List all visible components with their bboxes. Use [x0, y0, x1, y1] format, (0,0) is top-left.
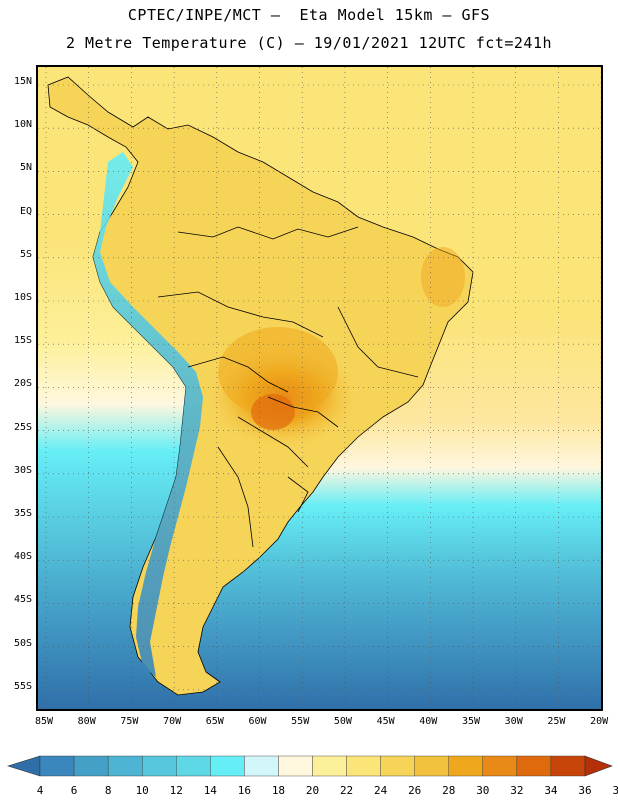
colorbar-value-label: 28 [442, 784, 456, 797]
colorbar-segment [550, 755, 586, 777]
heat-core-center [218, 327, 338, 417]
lon-label: 35W [461, 716, 481, 727]
lon-label: 45W [376, 716, 395, 727]
lon-label: 65W [205, 716, 224, 727]
lat-label: 40S [13, 551, 32, 563]
map-frame [36, 65, 603, 711]
lat-label: 30S [13, 464, 32, 476]
colorbar-low-arrow [6, 755, 41, 777]
colorbar-value-label: 20 [305, 784, 320, 797]
lat-label: 15N [13, 76, 32, 87]
colorbar-segment [380, 755, 415, 777]
colorbar-value-label: 24 [374, 784, 388, 797]
lat-label: 20S [13, 378, 32, 390]
lon-label: 40W [419, 716, 438, 727]
title-variable: 2 Metre Temperature (C) – 19/01/2021 12U… [65, 34, 553, 52]
lat-label: 10S [13, 292, 32, 303]
lat-label: 5N [19, 162, 32, 174]
colorbar-segment [244, 755, 279, 777]
lon-label: 30W [504, 716, 523, 727]
lat-label: 15S [13, 335, 32, 347]
colorbar-segment [448, 755, 484, 777]
colorbar-value-label: 10 [135, 784, 149, 797]
color-bar [6, 755, 613, 777]
colorbar-value-label: 32 [510, 784, 524, 797]
lon-label: 80W [77, 716, 96, 727]
lon-label: 20W [590, 716, 609, 727]
colorbar-value-label: 8 [104, 784, 112, 797]
colorbar-segment [141, 755, 177, 777]
lon-label: 25W [547, 716, 566, 727]
lon-label: 55W [291, 716, 310, 727]
lat-label: 25S [13, 421, 32, 433]
colorbar-high-arrow [584, 755, 613, 777]
colorbar-value-label: 22 [339, 784, 354, 797]
colorbar-value-label: 4 [36, 784, 44, 797]
lon-label: 70W [163, 716, 182, 727]
colorbar-value-label: 6 [70, 784, 78, 797]
colorbar-segment [516, 755, 552, 777]
andes-cold-band [93, 152, 203, 677]
colorbar-value-label: 34 [544, 784, 558, 797]
temperature-map [38, 67, 601, 709]
colorbar-segment [414, 755, 449, 777]
lat-label: EQ [19, 205, 32, 217]
colorbar-segment [210, 755, 245, 777]
colorbar-segment [107, 755, 143, 777]
colorbar-value-label: 18 [271, 784, 286, 797]
title-model: CPTEC/INPE/MCT – Eta Model 15km – GFS [127, 6, 491, 24]
colorbar-value-label: 14 [203, 784, 217, 797]
colorbar-segment [176, 755, 211, 777]
colorbar-segment [73, 755, 109, 777]
lat-label: 35S [13, 508, 32, 519]
colorbar-value-label: 26 [408, 784, 422, 797]
colorbar-segment [39, 755, 75, 777]
lon-label: 75W [120, 716, 139, 727]
lat-label: 45S [13, 594, 32, 606]
warm-northeast [421, 247, 465, 307]
colorbar-segment [312, 755, 347, 777]
colorbar-value-label: 12 [169, 784, 183, 797]
colorbar-segment [278, 755, 313, 777]
colorbar-segment [482, 755, 518, 777]
lon-label: 50W [333, 716, 352, 727]
country-borders [157, 226, 419, 548]
colorbar-value-label: 38 [612, 784, 618, 797]
colorbar-value-label: 16 [237, 784, 251, 797]
colorbar-value-label: 30 [476, 784, 490, 797]
lat-label: 5S [19, 248, 32, 260]
lon-label: 60W [248, 716, 267, 727]
lon-label: 85W [34, 716, 54, 727]
lat-label: 50S [13, 637, 32, 649]
lat-label: 55S [13, 680, 32, 692]
colorbar-value-label: 36 [578, 784, 592, 797]
colorbar-segment [346, 755, 381, 777]
lat-label: 10N [13, 119, 32, 131]
